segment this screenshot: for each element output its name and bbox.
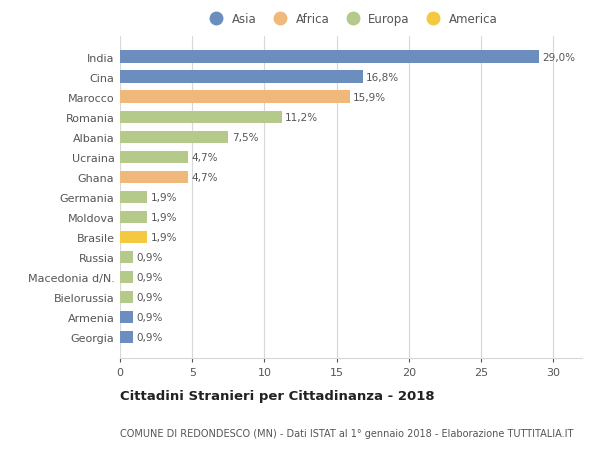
Bar: [120, 191, 148, 203]
Bar: [120, 51, 539, 64]
Bar: [120, 291, 133, 303]
Bar: [120, 231, 148, 244]
Legend: Asia, Africa, Europa, America: Asia, Africa, Europa, America: [202, 11, 500, 28]
Text: 1,9%: 1,9%: [151, 213, 178, 222]
Text: 0,9%: 0,9%: [137, 332, 163, 342]
Text: 0,9%: 0,9%: [137, 272, 163, 282]
Text: 0,9%: 0,9%: [137, 292, 163, 302]
Text: 15,9%: 15,9%: [353, 92, 386, 102]
Text: 16,8%: 16,8%: [366, 73, 399, 83]
Bar: [120, 131, 228, 144]
Text: Cittadini Stranieri per Cittadinanza - 2018: Cittadini Stranieri per Cittadinanza - 2…: [120, 389, 434, 403]
Text: 11,2%: 11,2%: [286, 112, 319, 123]
Text: 7,5%: 7,5%: [232, 133, 259, 142]
Bar: [120, 311, 133, 324]
Bar: [120, 91, 350, 104]
Bar: [120, 171, 188, 184]
Text: 4,7%: 4,7%: [191, 173, 218, 182]
Bar: [120, 71, 362, 84]
Bar: [120, 151, 188, 163]
Text: 0,9%: 0,9%: [137, 312, 163, 322]
Text: 29,0%: 29,0%: [542, 52, 575, 62]
Text: COMUNE DI REDONDESCO (MN) - Dati ISTAT al 1° gennaio 2018 - Elaborazione TUTTITA: COMUNE DI REDONDESCO (MN) - Dati ISTAT a…: [120, 428, 574, 438]
Text: 1,9%: 1,9%: [151, 232, 178, 242]
Bar: [120, 331, 133, 343]
Bar: [120, 251, 133, 263]
Text: 4,7%: 4,7%: [191, 152, 218, 162]
Text: 1,9%: 1,9%: [151, 192, 178, 202]
Bar: [120, 111, 282, 123]
Bar: [120, 211, 148, 224]
Text: 0,9%: 0,9%: [137, 252, 163, 262]
Bar: [120, 271, 133, 284]
